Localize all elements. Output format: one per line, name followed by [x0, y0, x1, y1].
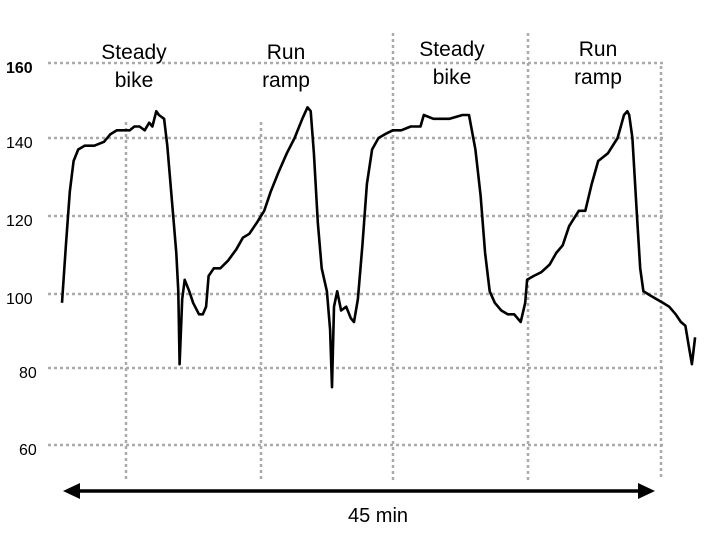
segment-4-label-line1: Run: [579, 38, 618, 61]
duration-arrow-right-head: [638, 483, 655, 499]
y-tick-120: 120: [6, 213, 33, 230]
vertical-gridlines: [124, 33, 663, 480]
duration-label: 45 min: [348, 505, 408, 527]
y-tick-160: 160: [6, 60, 33, 77]
heart-rate-series-line-1: [60, 106, 697, 389]
y-tick-140: 140: [6, 135, 33, 152]
segment-2-label-line2: ramp: [262, 69, 310, 92]
y-axis-ticks: 160 140 120 100 80 60: [6, 60, 37, 459]
y-tick-100: 100: [6, 291, 33, 308]
segment-3-label-line1: Steady: [419, 38, 485, 61]
duration-arrow: [63, 483, 655, 499]
y-tick-60: 60: [19, 442, 37, 459]
series-group: [60, 106, 697, 389]
y-tick-80: 80: [19, 365, 37, 382]
horizontal-gridlines: [48, 61, 665, 447]
segment-3-label-line2: bike: [433, 66, 472, 89]
segment-1-label-line1: Steady: [101, 41, 167, 64]
segment-4-label-line2: ramp: [574, 66, 622, 89]
segment-labels: Steady bike Run ramp Steady bike Run ram…: [101, 38, 622, 92]
segment-2-label-line1: Run: [267, 41, 306, 64]
segment-1-label-line2: bike: [115, 69, 154, 92]
duration-arrow-left-head: [63, 483, 80, 499]
